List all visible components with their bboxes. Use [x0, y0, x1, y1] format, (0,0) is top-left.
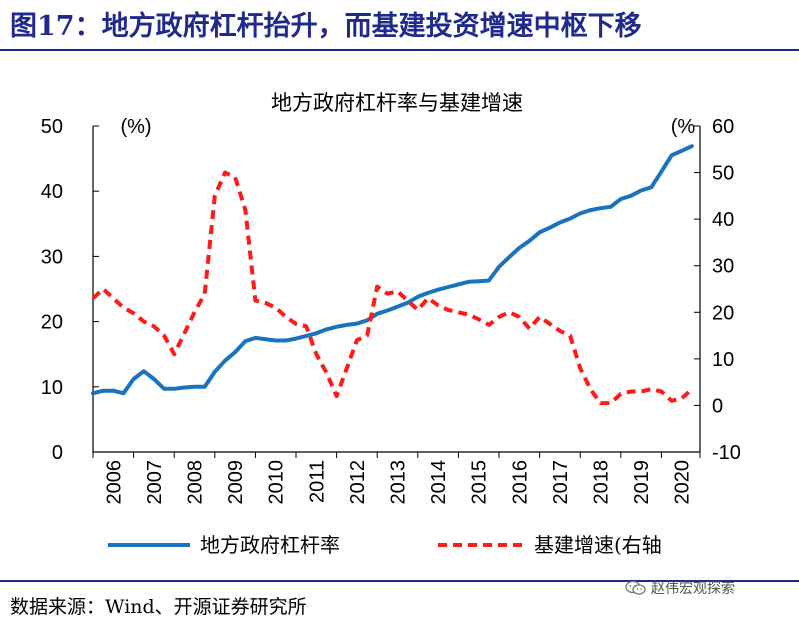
right-tick-label: -10 — [712, 442, 741, 464]
figure-title: 图17：地方政府杠杆抬升，而基建投资增速中枢下移 — [10, 11, 642, 42]
local-gov-leverage-line — [91, 144, 694, 396]
x-tick-label: 2007 — [144, 460, 166, 505]
x-tick-label: 2020 — [672, 460, 694, 505]
right-tick-label: 0 — [712, 395, 723, 417]
watermark: 赵伟宏观探索 — [625, 578, 735, 598]
footer-rule — [0, 580, 799, 582]
x-tick-label: 2012 — [347, 460, 369, 505]
right-tick-label: 40 — [712, 209, 734, 231]
x-tick-label: 2013 — [388, 460, 410, 505]
x-tick-label: 2017 — [550, 460, 572, 505]
chart-title: 地方政府杠杆率与基建增速 — [271, 91, 523, 115]
x-tick-label: 2016 — [509, 460, 531, 505]
wechat-icon — [625, 580, 646, 595]
title-rule — [0, 49, 799, 51]
right-unit-label: (% — [671, 116, 696, 138]
left-tick-label: 20 — [41, 312, 63, 334]
right-tick-label: 50 — [712, 163, 734, 185]
right-tick-label: 20 — [712, 302, 734, 324]
watermark-text: 赵伟宏观探索 — [651, 581, 735, 597]
chart: 地方政府杠杆率与基建增速 0 10 20 30 40 50 -10 0 10 20 30 40 50 60 (… — [41, 91, 741, 557]
right-tick-label: 10 — [712, 349, 734, 371]
infrastructure-growth-line — [91, 170, 694, 406]
right-tick-label: 30 — [712, 256, 734, 278]
source-note: 数据来源：Wind、开源证券研究所 — [10, 596, 307, 618]
left-unit-label: (%) — [120, 116, 151, 138]
left-tick-label: 30 — [41, 246, 63, 268]
x-tick-label: 2014 — [428, 460, 450, 505]
x-tick-label: 2011 — [306, 460, 328, 503]
x-tick-label: 2010 — [266, 460, 288, 505]
right-tick-label: 60 — [712, 116, 734, 138]
left-tick-label: 0 — [52, 442, 63, 464]
left-tick-label: 40 — [41, 181, 63, 203]
x-tick-label: 2019 — [631, 460, 653, 505]
legend-label: 地方政府杠杆率 — [200, 533, 340, 557]
x-tick-label: 2008 — [185, 460, 207, 505]
legend-label: 基建增速(右轴 — [534, 533, 662, 557]
left-tick-label: 50 — [41, 116, 63, 138]
x-tick-label: 2015 — [469, 460, 491, 505]
x-tick-label: 2018 — [591, 460, 613, 505]
left-tick-label: 10 — [41, 377, 63, 399]
x-tick-label: 2006 — [103, 460, 125, 505]
x-tick-label: 2009 — [225, 460, 247, 505]
